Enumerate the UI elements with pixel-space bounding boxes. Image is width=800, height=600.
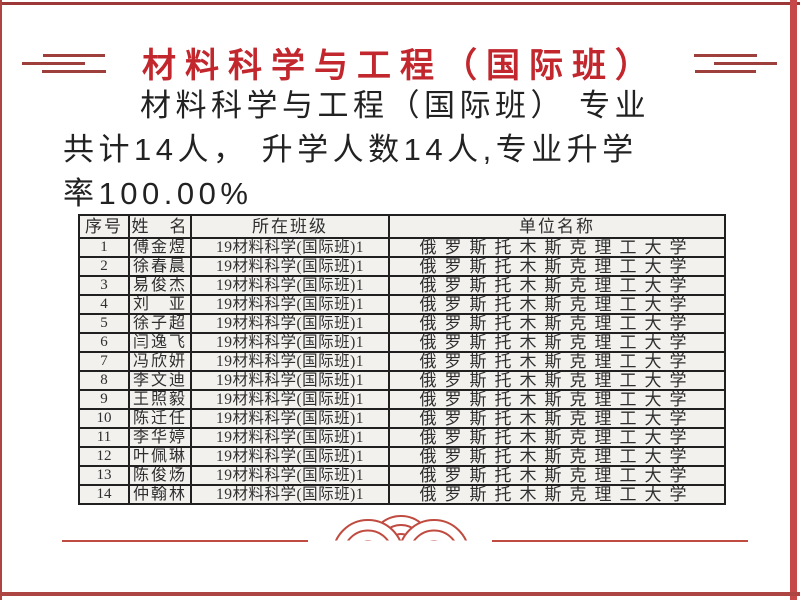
table-row: 9 王照毅 19材料科学(国际班)1 俄罗斯托木斯克理工大学: [78, 389, 726, 410]
cell-index: 4: [78, 294, 130, 315]
cell-index: 9: [78, 389, 130, 410]
cell-index: 3: [78, 275, 130, 296]
cell-class: 19材料科学(国际班)1: [190, 275, 390, 296]
cell-name: 王照毅: [128, 389, 192, 410]
cell-name: 冯欣妍: [128, 351, 192, 372]
title-decor-line-left-3: [42, 70, 106, 73]
cell-class: 19材料科学(国际班)1: [190, 332, 390, 353]
table-row: 7 冯欣妍 19材料科学(国际班)1 俄罗斯托木斯克理工大学: [78, 351, 726, 372]
cell-unit: 俄罗斯托木斯克理工大学: [388, 370, 726, 391]
cell-unit: 俄罗斯托木斯克理工大学: [388, 256, 726, 277]
title-decor-line-right-3: [695, 70, 756, 73]
cell-index: 6: [78, 332, 130, 353]
cell-index: 13: [78, 465, 130, 486]
cell-name: 闫逸飞: [128, 332, 192, 353]
table-header-row: 序号 姓 名 所在班级 单位名称: [78, 214, 726, 239]
cell-class: 19材料科学(国际班)1: [190, 484, 390, 505]
cell-unit: 俄罗斯托木斯克理工大学: [388, 294, 726, 315]
frame-border-left: [0, 0, 2, 600]
cell-class: 19材料科学(国际班)1: [190, 446, 390, 467]
cell-name: 傅金煜: [128, 237, 192, 258]
cell-index: 12: [78, 446, 130, 467]
summary-paragraph-line-3: 率100.00%: [63, 176, 253, 211]
cell-class: 19材料科学(国际班)1: [190, 389, 390, 410]
cell-unit: 俄罗斯托木斯克理工大学: [388, 427, 726, 448]
table-row: 10 陈迁任 19材料科学(国际班)1 俄罗斯托木斯克理工大学: [78, 408, 726, 429]
table-row: 13 陈俊炀 19材料科学(国际班)1 俄罗斯托木斯克理工大学: [78, 465, 726, 486]
header-index: 序号: [78, 214, 130, 239]
table-row: 1 傅金煜 19材料科学(国际班)1 俄罗斯托木斯克理工大学: [78, 237, 726, 258]
cell-class: 19材料科学(国际班)1: [190, 351, 390, 372]
cell-unit: 俄罗斯托木斯克理工大学: [388, 275, 726, 296]
frame-border-right: [790, 0, 797, 600]
cell-unit: 俄罗斯托木斯克理工大学: [388, 237, 726, 258]
cell-unit: 俄罗斯托木斯克理工大学: [388, 389, 726, 410]
students-table-container: 序号 姓 名 所在班级 单位名称 1 傅金煜 19材料科学(国际班)1 俄罗斯托木斯克…: [78, 214, 726, 505]
title-decor-line-right-2: [714, 62, 777, 65]
cell-class: 19材料科学(国际班)1: [190, 465, 390, 486]
cell-class: 19材料科学(国际班)1: [190, 313, 390, 334]
cell-index: 10: [78, 408, 130, 429]
cell-name: 李文迪: [128, 370, 192, 391]
table-row: 5 徐子超 19材料科学(国际班)1 俄罗斯托木斯克理工大学: [78, 313, 726, 334]
cell-class: 19材料科学(国际班)1: [190, 294, 390, 315]
cell-unit: 俄罗斯托木斯克理工大学: [388, 484, 726, 505]
cell-index: 2: [78, 256, 130, 277]
cell-class: 19材料科学(国际班)1: [190, 256, 390, 277]
cell-index: 1: [78, 237, 130, 258]
cell-name: 易俊杰: [128, 275, 192, 296]
table-body: 1 傅金煜 19材料科学(国际班)1 俄罗斯托木斯克理工大学 2 徐春晨 19材料科学(国际…: [78, 237, 726, 505]
table-row: 2 徐春晨 19材料科学(国际班)1 俄罗斯托木斯克理工大学: [78, 256, 726, 277]
students-table: 序号 姓 名 所在班级 单位名称 1 傅金煜 19材料科学(国际班)1 俄罗斯托木斯克…: [78, 214, 726, 505]
cell-index: 11: [78, 427, 130, 448]
cell-unit: 俄罗斯托木斯克理工大学: [388, 351, 726, 372]
footer-line-right: [492, 540, 748, 542]
cell-name: 徐子超: [128, 313, 192, 334]
cell-class: 19材料科学(国际班)1: [190, 408, 390, 429]
cell-index: 14: [78, 484, 130, 505]
cell-name: 徐春晨: [128, 256, 192, 277]
cell-name: 陈俊炀: [128, 465, 192, 486]
summary-paragraph-line-1: 材料科学与工程（国际班） 专业: [140, 88, 651, 123]
page-title: 材料科学与工程（国际班）: [142, 47, 658, 85]
header-name: 姓 名: [128, 214, 192, 239]
cell-name: 叶佩琳: [128, 446, 192, 467]
title-decor-line-right-1: [694, 54, 757, 57]
cell-index: 5: [78, 313, 130, 334]
frame-border-bottom: [0, 592, 800, 596]
title-decor-line-left-1: [43, 54, 105, 57]
table-row: 8 李文迪 19材料科学(国际班)1 俄罗斯托木斯克理工大学: [78, 370, 726, 391]
table-row: 11 李华婷 19材料科学(国际班)1 俄罗斯托木斯克理工大学: [78, 427, 726, 448]
cell-class: 19材料科学(国际班)1: [190, 370, 390, 391]
cloud-ornament-icon: [335, 515, 467, 541]
cell-unit: 俄罗斯托木斯克理工大学: [388, 313, 726, 334]
cell-class: 19材料科学(国际班)1: [190, 237, 390, 258]
header-class: 所在班级: [190, 214, 390, 239]
cell-index: 7: [78, 351, 130, 372]
table-row: 3 易俊杰 19材料科学(国际班)1 俄罗斯托木斯克理工大学: [78, 275, 726, 296]
cell-unit: 俄罗斯托木斯克理工大学: [388, 465, 726, 486]
summary-paragraph-line-2: 共计14人， 升学人数14人,专业升学: [63, 132, 638, 167]
table-row: 14 仲翰林 19材料科学(国际班)1 俄罗斯托木斯克理工大学: [78, 484, 726, 505]
header-unit: 单位名称: [388, 214, 726, 239]
table-row: 6 闫逸飞 19材料科学(国际班)1 俄罗斯托木斯克理工大学: [78, 332, 726, 353]
title-decor-line-left-2: [22, 62, 85, 65]
frame-border-top: [0, 2, 800, 5]
cell-name: 仲翰林: [128, 484, 192, 505]
cell-unit: 俄罗斯托木斯克理工大学: [388, 408, 726, 429]
cell-unit: 俄罗斯托木斯克理工大学: [388, 332, 726, 353]
cell-name: 刘 亚: [128, 294, 192, 315]
cell-index: 8: [78, 370, 130, 391]
cell-name: 李华婷: [128, 427, 192, 448]
table-row: 12 叶佩琳 19材料科学(国际班)1 俄罗斯托木斯克理工大学: [78, 446, 726, 467]
cell-unit: 俄罗斯托木斯克理工大学: [388, 446, 726, 467]
cell-class: 19材料科学(国际班)1: [190, 427, 390, 448]
footer-line-left: [62, 540, 308, 542]
cell-name: 陈迁任: [128, 408, 192, 429]
